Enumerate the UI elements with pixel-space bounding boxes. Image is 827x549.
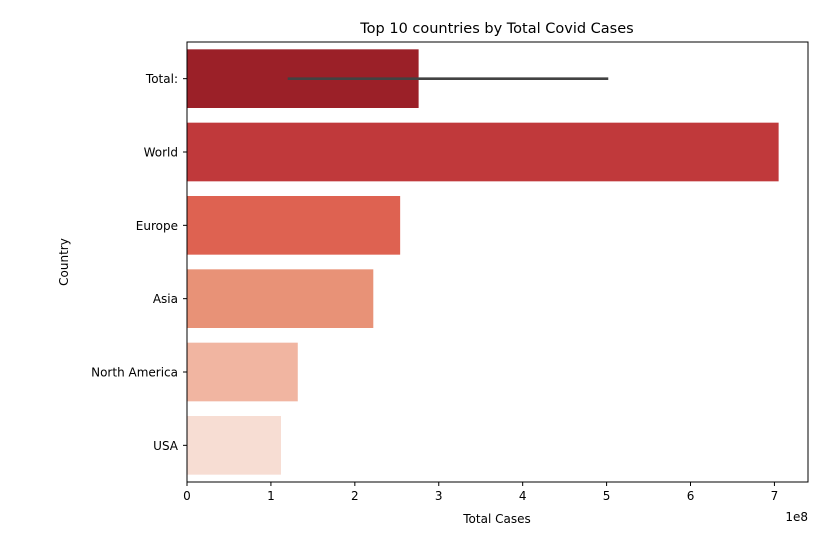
- x-tick-label: 4: [519, 489, 527, 503]
- y-tick-label: Europe: [136, 219, 178, 233]
- x-scale-label: 1e8: [785, 510, 808, 524]
- y-axis: Total: World Europe Asia North America USA: [91, 72, 187, 453]
- x-tick-label: 5: [603, 489, 611, 503]
- x-tick-label: 1: [267, 489, 275, 503]
- bar-north-america: [187, 342, 298, 402]
- y-tick-label: Asia: [153, 292, 178, 306]
- bar-world: [187, 122, 779, 182]
- x-tick-label: 0: [183, 489, 191, 503]
- plot-frame: [186, 41, 809, 483]
- x-tick-label: 2: [351, 489, 359, 503]
- x-tick-label: 7: [771, 489, 779, 503]
- y-tick-label: Total:: [145, 72, 178, 86]
- x-tick-label: 6: [687, 489, 695, 503]
- chart-title: Top 10 countries by Total Covid Cases: [359, 21, 633, 37]
- bar-usa: [187, 416, 281, 475]
- x-axis: 0 1 2 3 4 5 6 7: [183, 482, 778, 503]
- bar-asia: [187, 269, 374, 328]
- y-tick-label: USA: [153, 439, 179, 453]
- y-tick-label: North America: [91, 366, 178, 380]
- y-tick-label: World: [144, 146, 178, 160]
- bars-group: [187, 49, 779, 475]
- x-tick-label: 3: [435, 489, 443, 503]
- x-axis-title: Total Cases: [462, 512, 530, 526]
- y-axis-title: Country: [57, 238, 71, 286]
- bar-europe: [187, 196, 401, 255]
